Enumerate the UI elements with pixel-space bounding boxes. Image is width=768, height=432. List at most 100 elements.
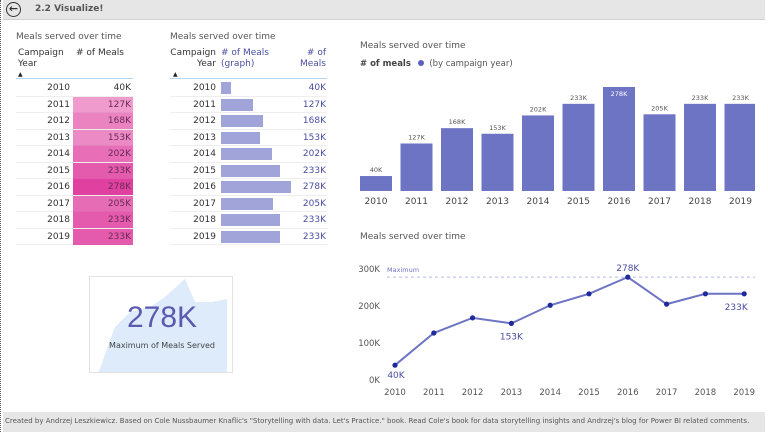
data-bar <box>221 164 280 177</box>
cell-year: 2010 <box>193 83 216 93</box>
x-tick-label: 2019 <box>729 197 752 207</box>
data-point-2016 <box>625 274 631 280</box>
line-chart: 0K 100K 200K 300K Maximum 2010 2011 2012 2013 201… <box>358 264 755 398</box>
x-tick-label: 2011 <box>423 388 445 398</box>
data-point-2017 <box>664 301 670 307</box>
y-tick-label: 200K <box>358 302 380 312</box>
x-tick-label: 2014 <box>539 388 561 398</box>
cell-year: 2014 <box>47 149 70 159</box>
data-point-2010 <box>392 362 398 368</box>
table1-row[interactable]: 2017 205K <box>16 195 133 212</box>
heat-cell <box>73 228 133 245</box>
line-chart-title: Meals served over time <box>360 232 466 242</box>
x-tick-label: 2012 <box>446 197 469 207</box>
bar-chart-legend: # of meals (by campaign year) <box>360 59 513 69</box>
cell-meals: 233K <box>107 231 131 242</box>
table2-row[interactable]: 2010 40K <box>170 80 327 97</box>
x-tick-label: 2010 <box>365 197 388 207</box>
x-tick-label: 2012 <box>462 388 484 398</box>
cell-year: 2019 <box>193 231 216 242</box>
cell-meals: 153K <box>107 132 131 143</box>
table2-row[interactable]: 2018 233K <box>170 212 327 229</box>
x-tick-label: 2010 <box>384 388 406 398</box>
bar-data-label: 233K <box>732 94 749 102</box>
bar-2012 <box>441 128 473 191</box>
table1-row[interactable]: 2010 40K <box>16 80 133 97</box>
table2-row[interactable]: 2012 168K <box>170 113 327 130</box>
header-year-line2: Year <box>18 59 38 69</box>
x-tick-label: 2018 <box>689 197 712 207</box>
sort-ascending-icon[interactable]: ▲ <box>173 71 178 78</box>
cell-year: 2011 <box>47 99 70 110</box>
cell-year: 2016 <box>193 182 216 192</box>
header-graph-line2: (graph) <box>221 59 255 69</box>
table1-row[interactable]: 2018 233K <box>16 212 133 229</box>
table1-row[interactable]: 2011 127K <box>16 96 133 113</box>
y-tick-label: 300K <box>358 265 380 275</box>
bar-data-label: 233K <box>570 94 587 102</box>
cell-meals: 153K <box>302 132 326 143</box>
cell-year: 2018 <box>47 215 70 225</box>
table1-row[interactable]: 2013 153K <box>16 129 133 146</box>
table2-row[interactable]: 2016 278K <box>170 179 327 196</box>
left-border <box>0 0 3 432</box>
table2-header-meals[interactable]: # of Meals <box>290 48 326 70</box>
legend-sub: (by campaign year) <box>429 59 513 69</box>
header-graph-line1: # of Meals <box>221 48 269 58</box>
bar-2013 <box>481 133 514 191</box>
data-point-2015 <box>586 291 592 297</box>
cell-meals: 168K <box>107 116 131 126</box>
data-bar <box>221 197 273 210</box>
footer-credits: Created by Andrzej Leszkiewicz. Based on… <box>5 417 750 425</box>
table1-title: Meals served over time <box>16 32 122 42</box>
table2-row[interactable]: 2014 202K <box>170 146 327 163</box>
cell-meals: 233K <box>107 165 131 176</box>
cell-year: 2019 <box>47 231 70 242</box>
data-bar <box>221 98 253 111</box>
table1-row[interactable]: 2012 168K <box>16 113 133 130</box>
table2-header-graph[interactable]: # of Meals (graph) <box>221 48 269 70</box>
table2-title: Meals served over time <box>170 32 276 42</box>
bar-data-label: 202K <box>530 105 547 113</box>
table1-row[interactable]: 2015 233K <box>16 162 133 179</box>
header-year-line1: Campaign <box>18 48 64 58</box>
cell-meals: 205K <box>302 198 326 209</box>
bar-chart: 40K 2010 127K 2011 168K 2012 153K 2013 202K 2014 2… <box>360 87 755 207</box>
header-year-line1: Campaign <box>170 48 216 58</box>
sort-ascending-icon[interactable]: ▲ <box>18 71 23 78</box>
data-bar <box>221 82 232 94</box>
reference-line-label: Maximum <box>387 266 419 274</box>
kpi-card[interactable]: 278K Maximum of Meals Served <box>89 276 233 373</box>
bar-data-label: 205K <box>651 104 668 112</box>
table1-row[interactable]: 2014 202K <box>16 146 133 163</box>
x-tick-label: 2011 <box>405 197 428 207</box>
table1-header-meals[interactable]: # of Meals <box>76 48 124 58</box>
table2-header-divider <box>170 78 327 79</box>
table1-row[interactable]: 2016 278K <box>16 179 133 196</box>
bar-2014 <box>522 115 554 191</box>
table2-row[interactable]: 2019 233K <box>170 229 327 245</box>
cell-year: 2017 <box>193 198 216 209</box>
cell-year: 2013 <box>193 132 216 143</box>
x-tick-label: 2013 <box>486 197 509 207</box>
bar-2019 <box>724 103 755 191</box>
table2-header-year[interactable]: Campaign Year <box>170 48 216 70</box>
data-bar <box>221 230 280 243</box>
legend-label: # of meals <box>360 59 411 69</box>
header-meals-line1: # of <box>306 48 326 58</box>
table2-row[interactable]: 2013 153K <box>170 130 327 146</box>
table2-row[interactable]: 2017 205K <box>170 196 327 212</box>
heat-cell <box>73 96 133 113</box>
cell-meals: 278K <box>302 182 326 192</box>
table2-row[interactable]: 2015 233K <box>170 163 327 179</box>
table1-row[interactable]: 2019 233K <box>16 228 133 245</box>
table1-header-year[interactable]: Campaign Year <box>18 48 64 70</box>
back-arrow-icon[interactable]: ← <box>6 2 21 17</box>
table2-row[interactable]: 2011 127K <box>170 97 327 113</box>
x-tick-label: 2014 <box>527 197 550 207</box>
title-bar: ← 2.2 Visualize! <box>3 0 765 20</box>
header-meals-line2: Meals <box>299 59 326 69</box>
cell-meals: 202K <box>107 149 131 159</box>
point-data-label: 40K <box>387 371 405 381</box>
